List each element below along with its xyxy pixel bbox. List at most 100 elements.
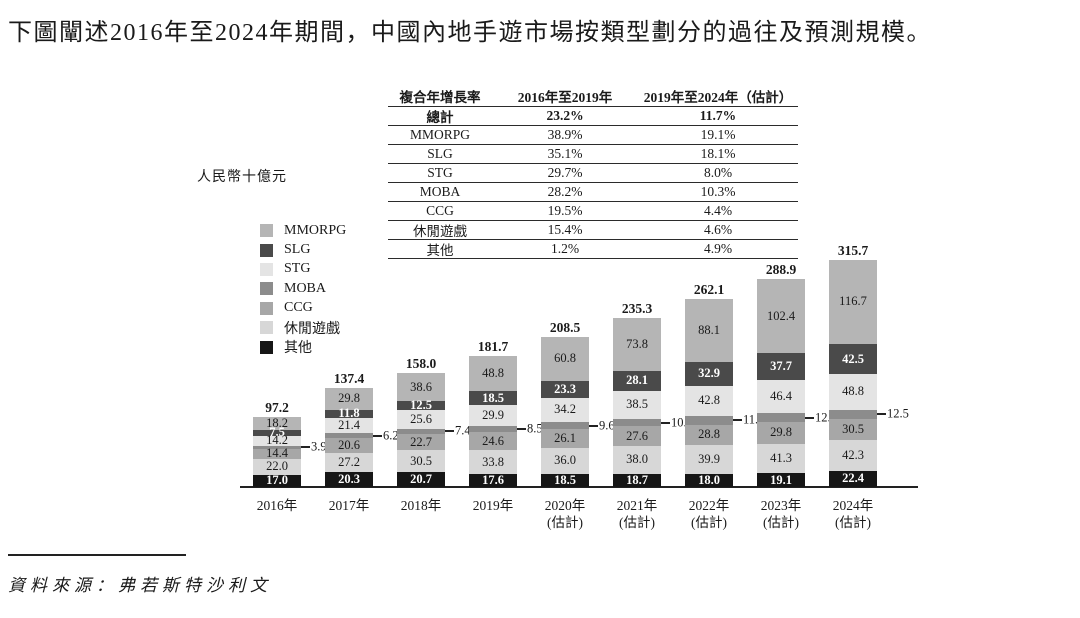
segment-value-label: 26.1	[554, 430, 576, 445]
legend-item: CCG	[260, 299, 346, 318]
bar-segment: 18.5	[541, 474, 589, 487]
legend-item: STG	[260, 260, 346, 279]
segment-value-label: 38.0	[626, 452, 648, 467]
moba-callout-line	[589, 424, 598, 427]
bar-segment: 12.5	[397, 398, 445, 413]
segment-value-label: 20.6	[338, 437, 360, 452]
bar-total-label: 315.7	[837, 243, 869, 258]
x-axis-label: 2019年	[472, 498, 514, 513]
bar-segment	[829, 409, 877, 419]
legend-swatch	[260, 301, 273, 315]
segment-value-label: 19.1	[770, 472, 792, 487]
bar-segment: 41.3	[757, 443, 805, 474]
bar-segment: 28.1	[613, 370, 661, 392]
segment-value-label: 7.5	[269, 425, 285, 440]
bar-segment: 22.4	[829, 470, 877, 487]
cagr-cell: 38.9%	[547, 127, 583, 142]
cagr-cell: 10.3%	[700, 184, 736, 199]
bar-segment: 48.8	[469, 356, 517, 392]
cagr-row: 休閒遊戲 15.4% 4.6%	[388, 221, 798, 240]
segment-value-label: 37.7	[770, 358, 792, 373]
segment-value-label: 39.9	[698, 452, 720, 467]
legend-swatch	[260, 282, 273, 296]
bar-segment: 29.8	[757, 422, 805, 444]
moba-callout-line	[373, 434, 382, 437]
bar-segment: 22.0	[253, 458, 301, 475]
segment-value-label: 22.4	[842, 471, 864, 486]
bar-segment: 26.1	[541, 429, 589, 448]
bar-segment: 30.5	[397, 450, 445, 473]
segment-value-label: 42.8	[698, 393, 720, 408]
bar-segment: 24.6	[469, 432, 517, 450]
bar-segment: 27.2	[325, 452, 373, 473]
bar-segment: 32.9	[685, 361, 733, 386]
cagr-row: 總計 23.2% 11.7%	[388, 107, 798, 126]
moba-callout-label: 7.4	[455, 423, 471, 438]
bar-segment: 14.2	[253, 434, 301, 446]
bar-segment: 33.8	[469, 449, 517, 475]
cagr-cell: 4.6%	[703, 222, 733, 237]
cagr-cell: 29.7%	[547, 165, 583, 180]
moba-callout-line	[301, 446, 310, 449]
x-axis-label: 2023年 (估計)	[760, 498, 802, 530]
bar-segment: 23.3	[541, 380, 589, 398]
segment-value-label: 18.5	[554, 472, 576, 487]
bar-column: 48.8 18.5 29.9 24.6 33.8 17.6	[469, 356, 517, 487]
segment-value-label: 32.9	[698, 366, 720, 381]
bar-column: 18.2 7.5 14.2 14.4 22.0 17.0	[253, 417, 301, 487]
bar-segment: 37.7	[757, 352, 805, 380]
cagr-header-cell: 複合年增長率	[399, 90, 481, 105]
legend-swatch	[260, 321, 273, 335]
segment-value-label: 73.8	[626, 336, 648, 351]
segment-value-label: 18.5	[482, 390, 504, 405]
cagr-cell: 8.0%	[703, 165, 733, 180]
segment-value-label: 42.3	[842, 448, 864, 463]
bar-segment: 18.7	[613, 472, 661, 487]
bar-segment: 38.6	[397, 373, 445, 402]
bar-segment: 29.8	[325, 388, 373, 410]
segment-value-label: 28.1	[626, 373, 648, 388]
bar-segment: 38.0	[613, 446, 661, 474]
x-axis-label: 2022年 (估計)	[688, 498, 730, 530]
bar-segment: 30.5	[829, 418, 877, 441]
x-axis-label: 2021年 (估計)	[616, 498, 658, 530]
segment-value-label: 17.6	[482, 473, 504, 488]
bar-segment: 11.8	[325, 406, 373, 421]
moba-callout-label: 6.2	[383, 428, 399, 443]
segment-value-label: 41.3	[770, 450, 792, 465]
x-axis-label: 2020年 (估計)	[544, 498, 586, 530]
bar-segment: 22.7	[397, 433, 445, 451]
cagr-cell: 總計	[426, 110, 454, 125]
cagr-cell: MMORPG	[409, 127, 471, 142]
segment-value-label: 12.5	[410, 398, 432, 413]
figure-title: 下圖闡述2016年至2024年期間，中國內地手遊市場按類型劃分的過往及預測規模。	[8, 20, 932, 46]
cagr-cell: STG	[427, 165, 453, 180]
segment-value-label: 18.7	[626, 472, 648, 487]
bar-segment: 29.9	[469, 404, 517, 427]
segment-value-label: 11.8	[338, 406, 360, 421]
segment-value-label: 33.8	[482, 454, 504, 469]
cagr-row: STG 29.7% 8.0%	[388, 164, 798, 183]
y-axis-unit-label: 人民幣十億元	[197, 170, 287, 185]
bar-segment: 42.3	[829, 440, 877, 471]
segment-value-label: 34.2	[554, 402, 576, 417]
cagr-header-row: 複合年增長率 2016年至2019年 2019年至2024年（估計）	[388, 86, 798, 107]
footnote-rule	[8, 554, 186, 556]
bar-segment	[469, 426, 517, 433]
x-axis-label: 2016年	[256, 498, 298, 513]
cagr-row: CCG 19.5% 4.4%	[388, 202, 798, 221]
legend-label: 休閒遊戲	[284, 321, 340, 337]
cagr-row: MMORPG 38.9% 19.1%	[388, 126, 798, 145]
legend-swatch	[260, 340, 273, 354]
moba-callout-line	[517, 428, 526, 431]
bar-segment: 17.6	[469, 474, 517, 487]
bar-column: 38.6 12.5 25.6 22.7 30.5 20.7	[397, 373, 445, 487]
segment-value-label: 42.5	[842, 351, 864, 366]
segment-value-label: 20.7	[410, 472, 432, 487]
segment-value-label: 46.4	[770, 389, 792, 404]
bar-segment: 18.5	[469, 390, 517, 405]
bar-total-label: 208.5	[549, 320, 581, 336]
cagr-cell: 4.4%	[703, 203, 733, 218]
segment-value-label: 60.8	[554, 351, 576, 366]
